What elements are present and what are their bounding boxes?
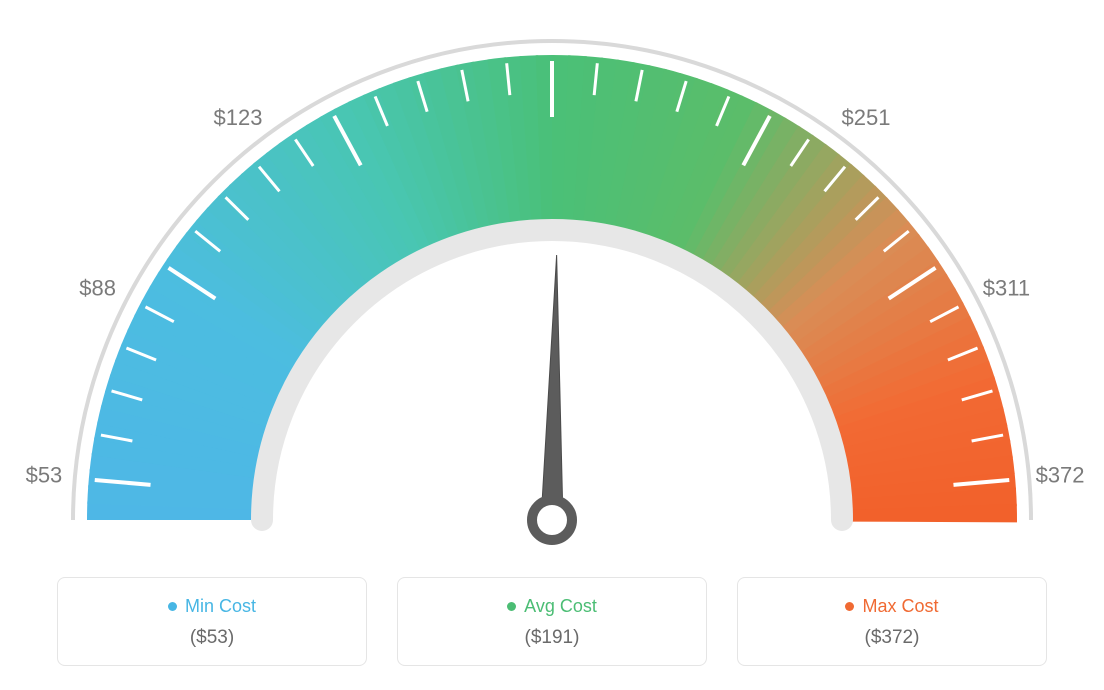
legend-card-max: Max Cost ($372): [737, 577, 1047, 666]
gauge-chart: $53 $88 $123 $191 $251 $311 $372: [0, 0, 1104, 560]
gauge-tick-label: $311: [983, 275, 1030, 300]
legend-value-max: ($372): [748, 627, 1036, 649]
legend-dot-avg: [507, 602, 516, 611]
legend-dot-min: [168, 602, 177, 611]
gauge-needle-hub: [532, 500, 572, 540]
legend-card-min: Min Cost ($53): [57, 577, 367, 666]
legend-dot-max: [845, 602, 854, 611]
legend-label-max: Max Cost: [862, 596, 938, 617]
gauge-tick-label: $372: [1036, 463, 1085, 488]
gauge-tick-label: $251: [842, 105, 891, 130]
gauge-svg: $53 $88 $123 $191 $251 $311 $372: [0, 20, 1104, 580]
gauge-needle: [541, 255, 563, 520]
gauge-tick-label: $53: [26, 463, 63, 488]
gauge-tick-label: $123: [214, 105, 263, 130]
legend-card-avg: Avg Cost ($191): [397, 577, 707, 666]
legend-label-min: Min Cost: [185, 596, 256, 617]
legend-value-avg: ($191): [408, 627, 696, 649]
gauge-tick-label: $191: [528, 20, 577, 22]
gauge-tick-label: $88: [79, 275, 116, 300]
legend-value-min: ($53): [68, 627, 356, 649]
legend-row: Min Cost ($53) Avg Cost ($191) Max Cost …: [57, 577, 1047, 666]
legend-label-avg: Avg Cost: [524, 596, 597, 617]
